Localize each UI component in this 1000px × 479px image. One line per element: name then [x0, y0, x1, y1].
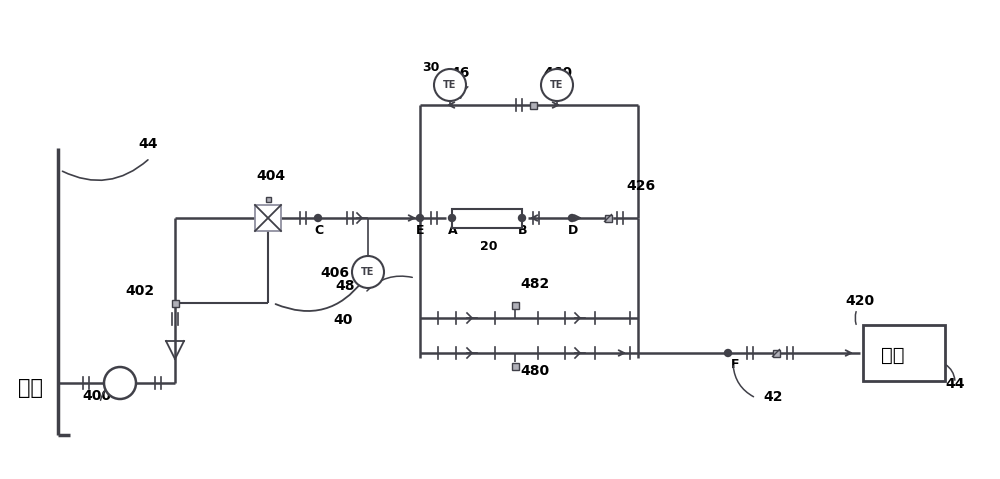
Text: 40: 40	[333, 313, 352, 327]
Circle shape	[352, 256, 384, 288]
Text: 420: 420	[845, 294, 874, 308]
Circle shape	[448, 215, 456, 221]
Circle shape	[518, 215, 526, 221]
Bar	[452, 208, 522, 228]
Text: 404: 404	[256, 169, 285, 183]
Text: 400: 400	[82, 389, 111, 403]
Text: D: D	[568, 224, 578, 237]
Text: 460: 460	[543, 66, 572, 80]
Text: C: C	[314, 224, 323, 237]
Text: 402: 402	[125, 284, 154, 298]
Bar	[512, 301, 518, 308]
Circle shape	[724, 350, 732, 356]
Bar	[255, 205, 281, 231]
Text: 大海: 大海	[881, 345, 905, 365]
Text: 426: 426	[626, 179, 655, 193]
Text: TE: TE	[443, 80, 457, 90]
Circle shape	[104, 367, 136, 399]
Circle shape	[568, 215, 576, 221]
Text: 30: 30	[422, 61, 439, 74]
Bar	[863, 325, 945, 381]
Text: TE: TE	[361, 267, 375, 277]
Bar	[172, 299, 178, 307]
Text: E: E	[416, 224, 424, 237]
Text: 46: 46	[450, 66, 469, 80]
Text: TE: TE	[550, 80, 564, 90]
Text: 大海: 大海	[18, 378, 43, 398]
Text: 20: 20	[480, 240, 498, 253]
Bar	[604, 215, 612, 221]
Bar	[512, 363, 518, 369]
Text: F: F	[731, 358, 740, 371]
Text: 482: 482	[520, 277, 549, 291]
Circle shape	[314, 215, 322, 221]
Text: 44: 44	[945, 377, 964, 391]
Text: 406: 406	[320, 266, 349, 280]
Text: 42: 42	[763, 390, 782, 404]
Circle shape	[416, 215, 424, 221]
Bar	[530, 102, 536, 109]
Bar	[266, 197, 270, 202]
Text: 44: 44	[138, 137, 158, 151]
Circle shape	[434, 69, 466, 101]
Bar	[772, 350, 780, 356]
Text: 48: 48	[335, 279, 354, 293]
Text: 480: 480	[520, 364, 549, 378]
Text: B: B	[518, 224, 528, 237]
Circle shape	[541, 69, 573, 101]
Text: A: A	[448, 224, 458, 237]
